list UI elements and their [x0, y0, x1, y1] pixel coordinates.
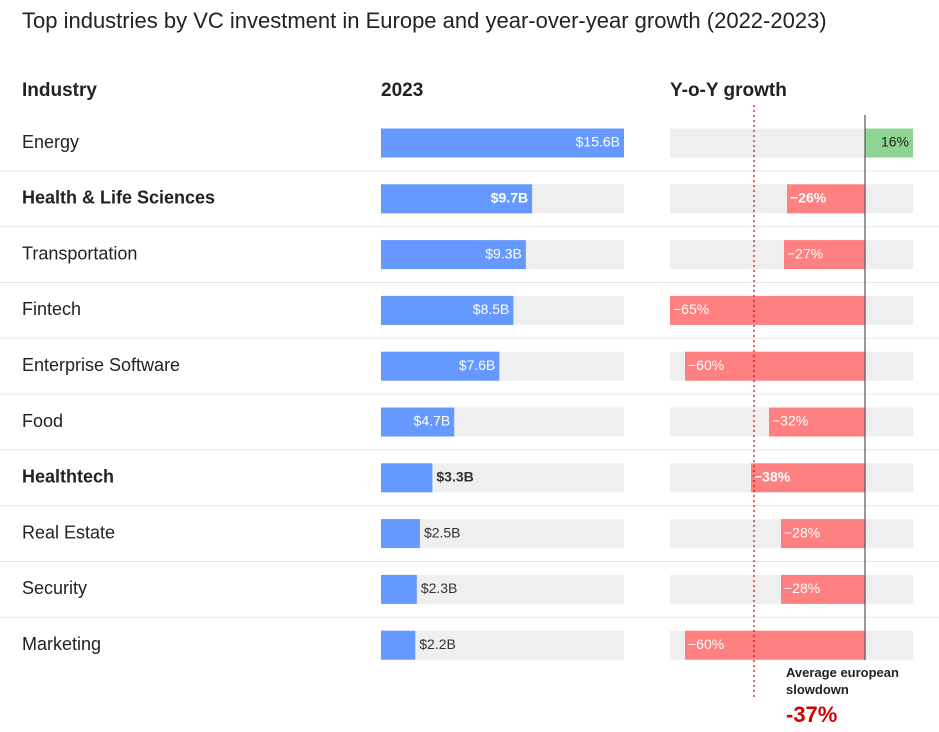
growth-bar [781, 574, 865, 604]
growth-bar [685, 630, 865, 660]
growth-column-header: Y-o-Y growth [670, 80, 787, 101]
growth-value-label: −27% [787, 245, 823, 261]
category-label: Fintech [22, 299, 81, 319]
investment-track [381, 630, 624, 660]
growth-bar [784, 240, 865, 270]
growth-bar [685, 351, 865, 381]
category-label: Healthtech [22, 467, 114, 487]
growth-value-label: −38% [754, 469, 791, 485]
investment-bar [381, 463, 433, 493]
investment-bar [381, 128, 624, 158]
investment-value-label: $2.3B [421, 580, 458, 596]
investment-bar [381, 630, 416, 660]
growth-bar [865, 128, 913, 158]
category-label: Real Estate [22, 522, 115, 542]
investment-value-label: $15.6B [576, 134, 620, 150]
investment-value-label: $9.7B [491, 190, 528, 206]
growth-value-label: −65% [673, 301, 709, 317]
investment-bar [381, 240, 526, 270]
category-label: Energy [22, 132, 79, 152]
year-column-header: 2023 [381, 80, 424, 101]
category-label: Health & Life Sciences [22, 188, 215, 208]
growth-value-label: −60% [688, 636, 724, 652]
growth-bar [670, 295, 865, 325]
investment-value-label: $2.2B [419, 636, 456, 652]
investment-bar [381, 407, 455, 437]
average-slowdown-label: Average european slowdown [786, 665, 899, 697]
investment-bar [381, 519, 420, 549]
investment-bar [381, 184, 533, 214]
investment-value-label: $8.5B [473, 301, 510, 317]
growth-value-label: −26% [790, 190, 827, 206]
category-label: Marketing [22, 634, 101, 654]
growth-value-label: −28% [784, 580, 820, 596]
industry-column-header: Industry [22, 80, 97, 101]
growth-value-label: 16% [881, 134, 909, 150]
growth-bar [781, 519, 865, 549]
investment-value-label: $3.3B [436, 469, 473, 485]
investment-track [381, 574, 624, 604]
investment-value-label: $7.6B [459, 357, 496, 373]
growth-value-label: −32% [772, 413, 808, 429]
category-label: Security [22, 578, 87, 598]
investment-bar [381, 295, 514, 325]
investment-bar [381, 574, 417, 604]
growth-value-label: −28% [784, 524, 820, 540]
category-label: Food [22, 411, 63, 431]
category-label: Transportation [22, 243, 137, 263]
average-slowdown-value: -37% [786, 702, 838, 727]
investment-value-label: $9.3B [485, 245, 522, 261]
growth-bar [751, 463, 865, 493]
investment-value-label: $2.5B [424, 524, 461, 540]
investment-track [381, 519, 624, 549]
growth-value-label: −60% [688, 357, 724, 373]
investment-bar [381, 351, 500, 381]
category-label: Enterprise Software [22, 355, 180, 375]
chart-title: Top industries by VC investment in Europ… [22, 8, 827, 33]
growth-bar [769, 407, 865, 437]
investment-value-label: $4.7B [414, 413, 451, 429]
growth-bar [787, 184, 865, 214]
